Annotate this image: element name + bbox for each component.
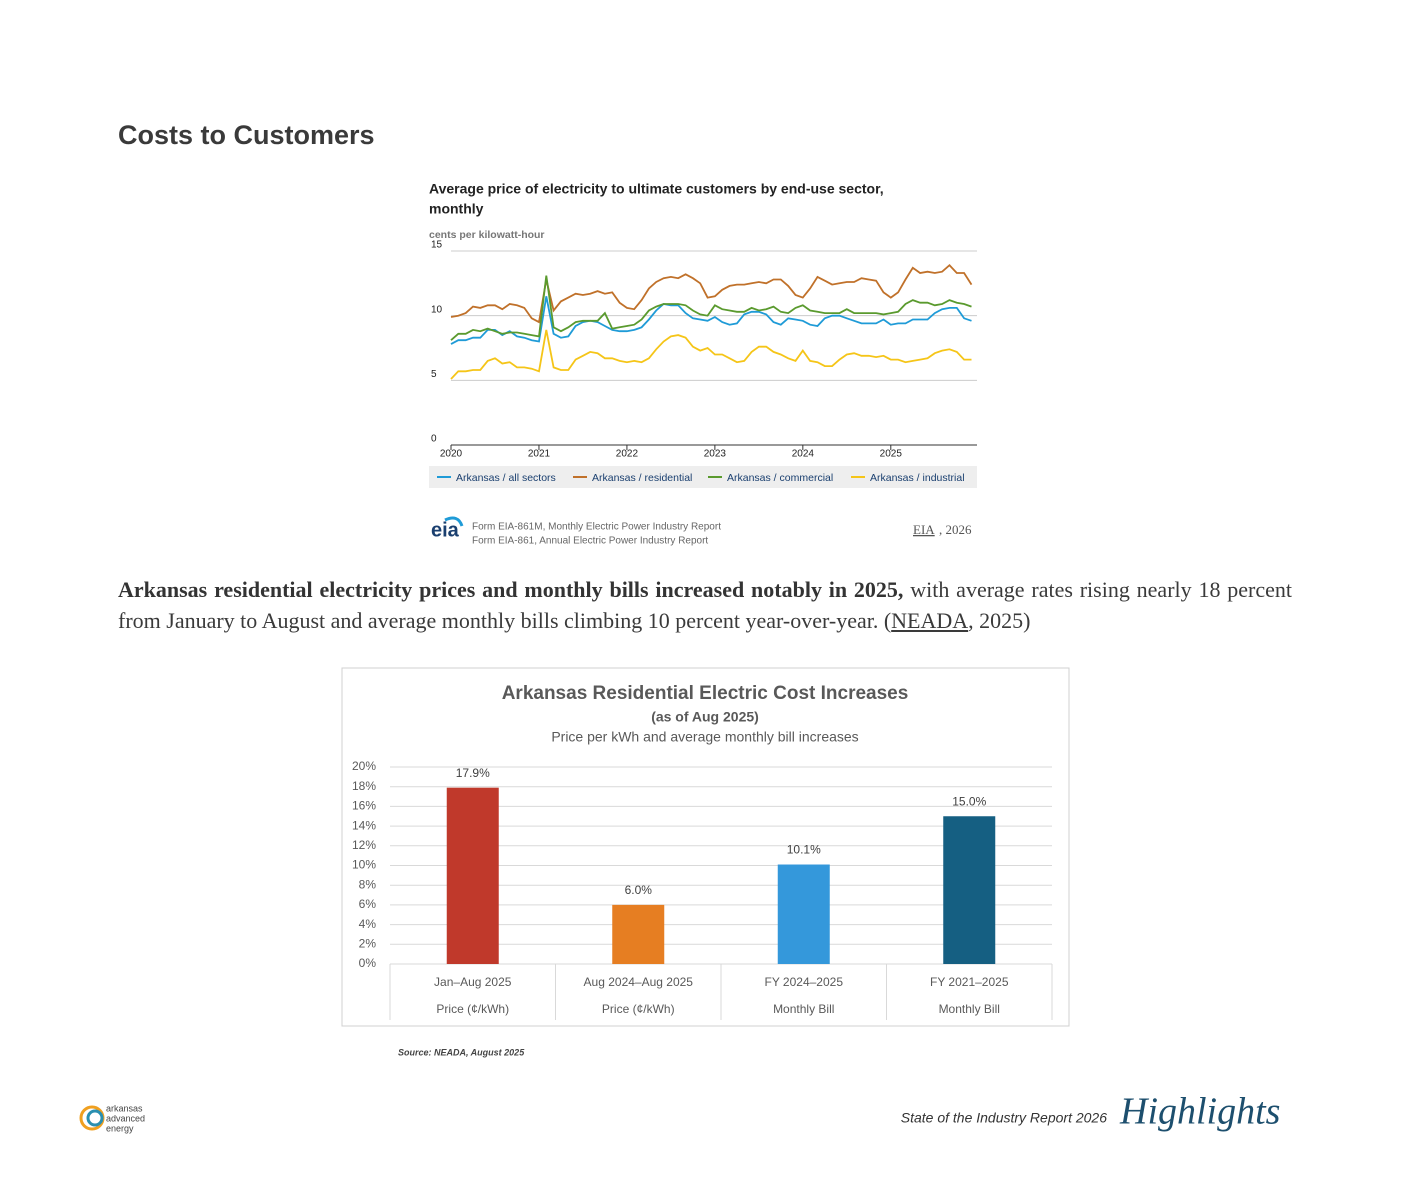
series-line <box>450 329 972 380</box>
eia-logo-arc <box>444 516 464 527</box>
x-tick-sublabel: Price (¢/kWh) <box>436 1002 509 1016</box>
x-tick-label: 2025 <box>880 449 903 460</box>
chart-title: monthly <box>429 201 484 217</box>
paragraph-tail: , 2025) <box>968 608 1031 633</box>
logo-text: advanced <box>106 1113 145 1123</box>
report-name: State of the Industry Report 2026 <box>901 1110 1107 1126</box>
x-tick-label: 2023 <box>704 449 727 460</box>
section-title: Costs to Customers <box>118 120 375 150</box>
bar <box>612 904 665 964</box>
x-tick-label: Aug 2024–Aug 2025 <box>584 975 694 989</box>
y-axis-label: cents per kilowatt-hour <box>429 229 545 241</box>
y-tick-label: 2% <box>359 936 377 950</box>
y-tick-label: 10 <box>431 304 443 315</box>
paragraph-text: with average rates rising nearly 18 perc… <box>118 577 1292 633</box>
series-line <box>450 263 973 324</box>
x-tick-sublabel: Monthly Bill <box>773 1002 834 1016</box>
logo-text: energy <box>106 1123 134 1133</box>
x-tick-label: FY 2021–2025 <box>930 975 1009 989</box>
series-line <box>450 275 972 341</box>
chart-title: Average price of electricity to ultimate… <box>429 181 884 197</box>
y-tick-label: 6% <box>359 897 377 911</box>
legend-label: Arkansas / commercial <box>727 472 833 484</box>
y-tick-label: 5 <box>431 369 437 380</box>
x-tick-label: 2020 <box>440 449 463 460</box>
x-tick-label: Jan–Aug 2025 <box>434 975 512 989</box>
chart-subtitle: (as of Aug 2025) <box>651 709 759 725</box>
data-label: 15.0% <box>952 794 986 808</box>
paragraph: Arkansas residential electricity prices … <box>118 574 1292 636</box>
data-label: 17.9% <box>456 766 490 780</box>
y-tick-label: 20% <box>352 759 376 773</box>
y-tick-label: 16% <box>352 799 376 813</box>
data-label: 10.1% <box>787 843 821 857</box>
legend-label: Arkansas / industrial <box>870 472 965 484</box>
source-line: Form EIA-861, Annual Electric Power Indu… <box>472 536 708 547</box>
y-tick-label: 10% <box>352 858 376 872</box>
eia-logo: eia <box>431 519 460 541</box>
y-tick-label: 15 <box>431 240 443 251</box>
citation-link[interactable]: EIA <box>913 522 935 537</box>
chart-source: Source: NEADA, August 2025 <box>398 1047 525 1057</box>
x-tick-label: 2021 <box>528 449 551 460</box>
x-tick-sublabel: Price (¢/kWh) <box>602 1002 675 1016</box>
logo-ring <box>86 1109 104 1127</box>
source-line: Form EIA-861M, Monthly Electric Power In… <box>472 522 721 533</box>
x-tick-sublabel: Monthly Bill <box>939 1002 1000 1016</box>
y-tick-label: 8% <box>359 877 377 891</box>
y-tick-label: 0 <box>431 434 437 445</box>
y-tick-label: 18% <box>352 779 376 793</box>
legend-box <box>429 466 977 488</box>
chart-description: Price per kWh and average monthly bill i… <box>551 729 858 745</box>
chart-title: Arkansas Residential Electric Cost Incre… <box>502 683 909 704</box>
footer-logo <box>79 1105 105 1131</box>
y-tick-label: 4% <box>359 917 377 931</box>
series-line <box>450 296 972 345</box>
paragraph-link[interactable]: NEADA <box>891 608 969 633</box>
y-tick-label: 0% <box>359 956 377 970</box>
legend-label: Arkansas / all sectors <box>456 472 556 484</box>
x-tick-label: 2022 <box>616 449 639 460</box>
bar <box>943 816 996 964</box>
x-tick-label: FY 2024–2025 <box>764 975 843 989</box>
paragraph-lead: Arkansas residential electricity prices … <box>118 577 904 602</box>
section-name: Highlights <box>1119 1091 1280 1133</box>
y-tick-label: 14% <box>352 818 376 832</box>
data-label: 6.0% <box>625 883 653 897</box>
citation-tail: , 2026 <box>939 522 972 537</box>
bar <box>777 864 830 964</box>
bar <box>446 787 499 964</box>
x-tick-label: 2024 <box>792 449 815 460</box>
y-tick-label: 12% <box>352 838 376 852</box>
legend-label: Arkansas / residential <box>592 472 692 484</box>
logo-text: arkansas <box>106 1103 143 1113</box>
